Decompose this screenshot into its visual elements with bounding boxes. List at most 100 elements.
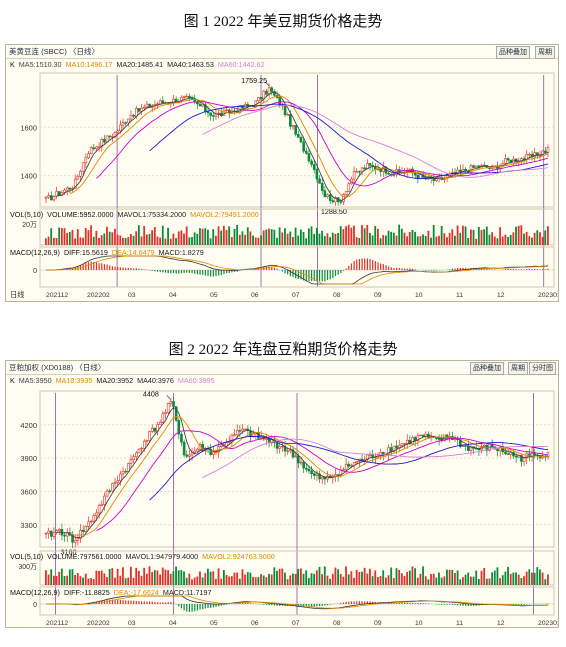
figure1-chart-panel: 美黄豆连 (SBCC) 〈日线〉 品种叠加 周期 1400 1600 K MA5:15… (5, 44, 559, 302)
candle-body (326, 194, 329, 197)
volume-bar (416, 577, 419, 585)
x-tick-label: 04 (169, 620, 177, 627)
volume-bar (493, 570, 496, 585)
volume-bar (384, 577, 387, 585)
volume-bar (246, 572, 249, 585)
figure2-overlay-button[interactable]: 品种叠加 (470, 362, 504, 375)
volume-bar (132, 235, 135, 245)
volume-bar (310, 573, 313, 585)
legend-k: K (10, 60, 15, 69)
volume-bar (63, 576, 66, 585)
volume-bar (305, 238, 308, 245)
candle-body (92, 515, 96, 522)
candle-body (403, 443, 406, 445)
volume-bar (342, 576, 345, 585)
volume-bar (347, 574, 350, 585)
macd-dea-line (46, 255, 549, 285)
candle-body (169, 401, 173, 404)
figure2-title: 图 2 2022 年连盘豆粕期货价格走势 (168, 342, 398, 358)
volume-bar (488, 234, 491, 245)
candle-body (514, 455, 518, 458)
price-tick-label: 3300 (20, 521, 37, 530)
volume-bar (507, 566, 509, 585)
volume-bar (419, 236, 422, 245)
volume-bar (483, 568, 486, 585)
volume-bar (191, 579, 193, 585)
volume-bar (299, 568, 302, 585)
volume-bar (92, 236, 95, 245)
candle-body (286, 450, 290, 452)
macd-diff-line (45, 595, 549, 610)
volume-bar (459, 232, 462, 245)
candle-body (71, 534, 74, 543)
volume-bar (201, 228, 204, 245)
volume-bar (493, 236, 496, 245)
candle-body (158, 421, 162, 425)
candle-body (145, 103, 149, 108)
volume-bar (406, 572, 409, 585)
volume-bar (382, 570, 385, 585)
volume-bar (185, 226, 188, 245)
candle-body (392, 174, 396, 176)
volume-bar (132, 577, 135, 585)
candle-body (135, 108, 138, 117)
volume-bar (432, 224, 435, 245)
volume-bar (156, 236, 159, 245)
candle-body (421, 434, 425, 437)
legend-ma10: MA10:3935 (56, 376, 93, 385)
figure2-header: 豆粕加权 (XD0188) 〈日线〉 (6, 361, 558, 375)
candle-body (79, 530, 82, 539)
volume-bar (92, 579, 95, 585)
candle-body (275, 442, 279, 449)
figure1-cycle-button[interactable]: 周期 (535, 46, 555, 59)
macd-legend-diff: DIFF:-11.8825 (64, 588, 110, 597)
volume-bar (212, 571, 215, 585)
volume-bar (353, 225, 355, 245)
candle-body (352, 171, 356, 180)
figure2-minute-chart-button[interactable]: 分时图 (529, 362, 556, 375)
candle-body (137, 108, 141, 112)
candle-body (302, 461, 305, 469)
candle-body (164, 412, 167, 415)
volume-bar (339, 573, 342, 585)
volume-bar (467, 572, 470, 585)
volume-bar (499, 227, 501, 245)
volume-bar (531, 237, 533, 245)
volume-bar (74, 238, 77, 245)
volume-bar (329, 578, 332, 585)
figure1-overlay-button[interactable]: 品种叠加 (496, 46, 530, 59)
volume-bar (435, 236, 438, 245)
volume-bar (114, 228, 116, 245)
volume-bar (329, 237, 332, 245)
volume-bar (533, 572, 536, 585)
x-tick-label: 11 (456, 292, 463, 299)
x-tick-label: 06 (251, 620, 259, 627)
candle-body (55, 191, 58, 197)
volume-bar (515, 572, 517, 585)
volume-bar (143, 567, 146, 585)
figure2-cycle-button[interactable]: 周期 (508, 362, 528, 375)
candle-body (474, 165, 478, 168)
volume-bar (379, 238, 382, 245)
volume-bar (334, 233, 337, 245)
candle-body (124, 122, 127, 124)
candle-body (257, 432, 260, 439)
volume-bar (50, 569, 53, 585)
peak-pointer (166, 395, 172, 400)
ma5-line (56, 406, 549, 539)
candle-body (294, 125, 297, 135)
volume-bar (260, 574, 262, 585)
volume-bar (185, 577, 188, 585)
macd-zero-label: 0 (33, 268, 37, 275)
volume-bar (400, 228, 403, 245)
volume-bar (430, 237, 432, 245)
volume-bar (95, 570, 98, 585)
volume-bar (220, 230, 223, 245)
figure2-instrument-name: 豆粕加权 (XD0188) 〈日线〉 (9, 363, 106, 372)
candle-body (220, 444, 223, 447)
volume-legend-volume: VOLUME:5952.0000 (47, 210, 113, 219)
volume-bar (98, 570, 100, 585)
volume-bar (151, 230, 154, 245)
candle-body (437, 438, 441, 440)
candle-body (119, 124, 122, 132)
